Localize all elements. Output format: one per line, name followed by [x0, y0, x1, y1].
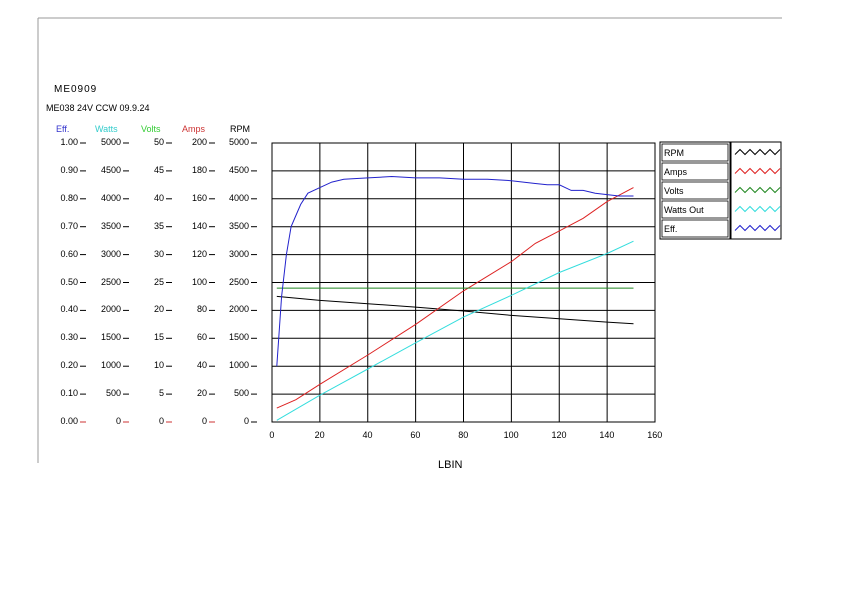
y-tick-label: 200 [191, 137, 207, 147]
y-tick-label: 3000 [228, 248, 249, 259]
y-tick-label: 1500 [100, 332, 121, 343]
y-tick-label: 35 [153, 220, 164, 231]
y-tick-label: 5000 [228, 137, 249, 147]
y-tick-label: 10 [153, 360, 164, 371]
legend-cell [661, 219, 729, 238]
y-tick-label: 40 [153, 192, 164, 203]
y-tick-label: 5000 [100, 137, 121, 147]
y-tick-label: 0.90 [60, 164, 78, 175]
y-tick-label: 4000 [100, 192, 121, 203]
series-line-watts-out [276, 240, 634, 421]
y-tick-label: 180 [191, 164, 207, 175]
series-line-amps [276, 187, 634, 409]
x-axis-label: LBIN [438, 459, 463, 471]
legend-label: Volts [664, 186, 684, 196]
y-tick-label: 4500 [100, 164, 121, 175]
axis-header-watts: Watts [95, 124, 118, 134]
y-tick-label: 25 [153, 276, 164, 287]
y-tick-label: 50 [153, 137, 164, 147]
y-tick-label: 140 [191, 220, 207, 231]
y-tick-label: 0.40 [60, 304, 78, 315]
y-tick-label: 100 [191, 276, 207, 287]
y-tick-label: 20 [153, 304, 164, 315]
x-tick-label: 160 [647, 430, 663, 440]
legend-label-box [659, 141, 731, 240]
x-tick-label: 140 [599, 430, 615, 440]
y-tick-label: 30 [153, 248, 164, 259]
legend-cell [661, 143, 729, 162]
x-tick-label: 60 [410, 430, 421, 440]
y-tick-label: 0.20 [60, 360, 78, 371]
legend-swatch [734, 205, 781, 213]
chart-subtitle: ME038 24V CCW 09.9.24 [46, 103, 150, 113]
y-tick-label: 2500 [228, 276, 249, 287]
axis-header-volts: Volts [141, 124, 161, 134]
y-tick-label: 0.10 [60, 388, 78, 399]
x-tick-label: 40 [362, 430, 373, 440]
y-tick-label: 40 [196, 360, 207, 371]
y-tick-label: 0 [158, 416, 164, 426]
y-tick-label: 2000 [228, 304, 249, 315]
legend-label: Amps [664, 167, 688, 177]
y-tick-label: 0 [201, 416, 207, 426]
x-tick-label: 100 [503, 430, 519, 440]
x-tick-label: 0 [269, 430, 275, 440]
legend-swatch [734, 148, 781, 156]
y-tick-label: 5 [158, 388, 164, 399]
legend-label: Watts Out [664, 205, 704, 215]
y-tick-label: 500 [233, 388, 249, 399]
y-tick-label: 0 [243, 416, 249, 426]
legend-swatch [734, 224, 781, 232]
y-tick-label: 0.70 [60, 220, 78, 231]
legend-cell [661, 162, 729, 181]
axis-header-rpm: RPM [230, 124, 250, 134]
legend-swatch [734, 186, 781, 194]
y-tick-label: 3500 [100, 220, 121, 231]
y-tick-label: 1000 [100, 360, 121, 371]
plot-border [271, 142, 656, 423]
y-tick-label: 0.30 [60, 332, 78, 343]
series-line-rpm [276, 295, 634, 325]
y-tick-label: 3000 [100, 248, 121, 259]
series-line-eff- [276, 175, 634, 367]
y-tick-label: 60 [196, 332, 207, 343]
axis-header-amps: Amps [182, 124, 206, 134]
y-tick-label: 15 [153, 332, 164, 343]
chart-title: ME0909 [54, 84, 98, 95]
legend-label: Eff. [664, 224, 677, 234]
y-tick-label: 1500 [228, 332, 249, 343]
y-tick-label: 0.60 [60, 248, 78, 259]
legend-label: RPM [664, 148, 684, 158]
x-tick-label: 120 [551, 430, 567, 440]
plot-grid [80, 142, 656, 423]
legend-cell [661, 181, 729, 200]
y-tick-label: 0.50 [60, 276, 78, 287]
axis-header-eff: Eff. [56, 124, 70, 134]
y-tick-label: 500 [105, 388, 121, 399]
y-tick-label: 4000 [228, 192, 249, 203]
y-tick-label: 2000 [100, 304, 121, 315]
legend: RPM Amps Volts Watts Out Eff. [659, 141, 782, 240]
plot-series [276, 175, 634, 421]
legend-cell [661, 200, 729, 219]
y-tick-label: 0 [115, 416, 121, 426]
y-tick-label: 4500 [228, 164, 249, 175]
y-tick-label: 20 [196, 388, 207, 399]
y-tick-label: 0.00 [60, 416, 78, 426]
y-tick-label: 120 [191, 248, 207, 259]
y-tick-label: 1.00 [60, 137, 78, 147]
x-tick-label: 20 [314, 430, 325, 440]
y-tick-label: 2500 [100, 276, 121, 287]
y-tick-label: 160 [191, 192, 207, 203]
x-tick-label: 80 [458, 430, 469, 440]
y-tick-label: 80 [196, 304, 207, 315]
y-tick-label: 1000 [228, 360, 249, 371]
y-tick-label: 3500 [228, 220, 249, 231]
legend-swatch [734, 167, 781, 175]
y-tick-label: 45 [153, 164, 164, 175]
y-tick-label: 0.80 [60, 192, 78, 203]
